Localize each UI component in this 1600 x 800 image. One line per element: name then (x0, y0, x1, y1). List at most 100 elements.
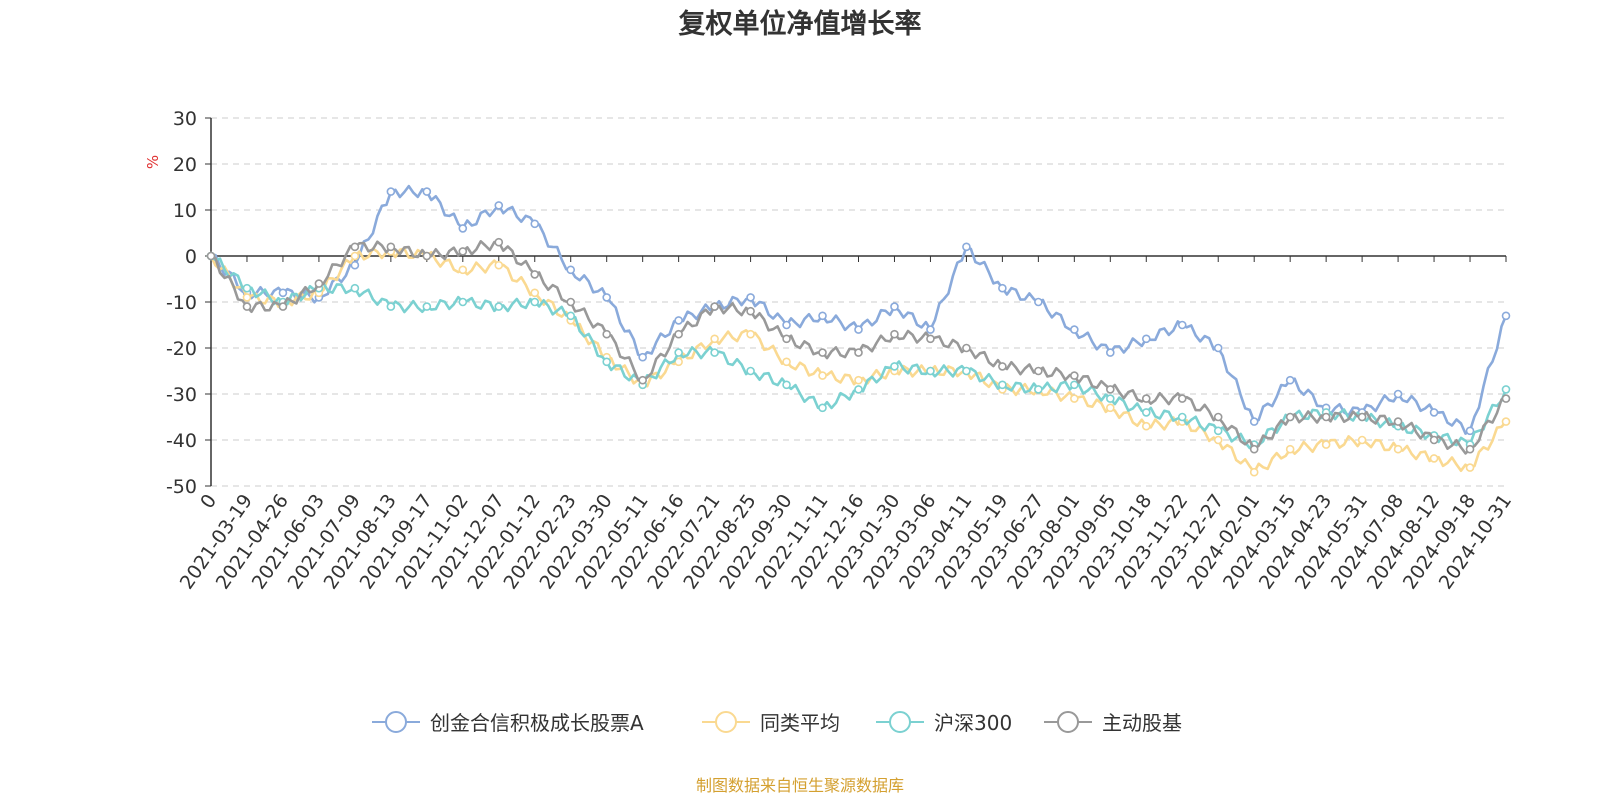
data-point (854, 375, 863, 385)
data-point (1213, 412, 1223, 422)
data-point (350, 260, 360, 270)
data-point (1177, 320, 1187, 330)
data-point (1357, 412, 1367, 422)
data-point (1321, 412, 1331, 422)
data-point (674, 329, 683, 339)
data-point (854, 325, 863, 334)
data-point (782, 380, 791, 390)
data-point (746, 329, 755, 339)
data-point (1070, 325, 1079, 334)
series-line-1 (209, 247, 1507, 474)
data-point (458, 247, 468, 256)
data-point (458, 297, 468, 307)
x-tick-labels: 02021-03-192021-04-262021-06-032021-07-0… (176, 490, 1516, 593)
legend-swatch-circle (385, 711, 407, 733)
data-point (1213, 426, 1223, 436)
data-point (998, 362, 1007, 371)
legend-item-0[interactable]: 创金合信积极成长股票A (372, 711, 644, 735)
data-point (422, 187, 432, 196)
data-point (242, 302, 252, 311)
data-point (1393, 417, 1403, 426)
data-point (1357, 435, 1367, 445)
data-point (746, 366, 755, 376)
data-point (242, 293, 252, 302)
data-point (1285, 375, 1295, 385)
legend-item-1[interactable]: 同类平均 (702, 711, 840, 735)
legend[interactable]: 创金合信积极成长股票A 同类平均 沪深300 主动股基 (372, 711, 1182, 735)
data-point (1249, 417, 1259, 426)
data-point (566, 311, 576, 321)
legend-item-2[interactable]: 沪深300 (876, 711, 1012, 735)
data-point (998, 283, 1007, 293)
data-point (1106, 403, 1115, 413)
data-point (1106, 348, 1115, 357)
data-point (386, 302, 396, 311)
data-point (1070, 380, 1079, 390)
data-point (1177, 394, 1187, 403)
data-point (1141, 334, 1151, 344)
data-point (782, 320, 791, 330)
data-point (890, 302, 899, 311)
data-point (818, 371, 827, 380)
legend-label: 创金合信积极成长股票A (430, 711, 644, 735)
data-point (1429, 454, 1439, 463)
data-point (314, 279, 324, 288)
data-point (1465, 463, 1475, 472)
data-point (854, 385, 863, 394)
data-point (1321, 440, 1331, 449)
y-tick-label: 10 (173, 200, 197, 222)
data-point (818, 348, 827, 357)
data-point (1393, 444, 1403, 454)
chart-title: 复权单位净值增长率 (679, 8, 922, 40)
data-point (494, 302, 504, 311)
data-point (602, 293, 611, 302)
data-point (242, 283, 252, 293)
data-point (962, 366, 971, 376)
data-point (1141, 408, 1151, 417)
y-axis-label: % (144, 155, 162, 169)
data-point (350, 283, 360, 293)
data-point (962, 343, 971, 353)
data-point (1429, 435, 1439, 445)
data-point (350, 251, 360, 261)
data-point (1213, 343, 1223, 353)
data-point (710, 334, 719, 344)
legend-item-3[interactable]: 主动股基 (1044, 711, 1182, 735)
data-point (566, 265, 576, 275)
data-point (1106, 385, 1115, 394)
data-point (1393, 389, 1403, 399)
data-point (602, 357, 611, 367)
legend-label: 沪深300 (934, 711, 1012, 735)
y-tick-label: -50 (166, 476, 197, 498)
data-point (206, 251, 216, 261)
data-point (350, 242, 360, 252)
data-point (530, 288, 540, 298)
data-point (1177, 412, 1187, 422)
data-point (1465, 426, 1475, 436)
data-source-note: 制图数据来自恒生聚源数据库 (696, 776, 904, 795)
data-point (998, 380, 1007, 390)
y-tick-label: -10 (166, 292, 197, 314)
y-tick-label: -30 (166, 384, 197, 406)
data-point (422, 302, 432, 311)
data-point (1501, 417, 1511, 426)
data-point (530, 297, 540, 307)
data-point (890, 329, 899, 339)
data-point (1501, 311, 1511, 321)
y-tick-label: -20 (166, 338, 197, 360)
data-point (458, 224, 468, 233)
data-point (674, 316, 683, 325)
legend-swatch-circle (1057, 711, 1079, 733)
data-point (962, 242, 971, 252)
data-point (1034, 366, 1043, 376)
y-tick-label: -40 (166, 430, 197, 452)
data-point (1465, 444, 1475, 454)
data-point (494, 260, 504, 270)
series-line-3 (210, 240, 1507, 455)
data-point (782, 357, 791, 367)
x-tick-label: 0 (196, 490, 221, 513)
data-point (782, 334, 791, 344)
data-point (278, 302, 288, 311)
y-tick-labels: 30 20 10 0 -10 -20 -30 -40 -50 (166, 108, 197, 498)
